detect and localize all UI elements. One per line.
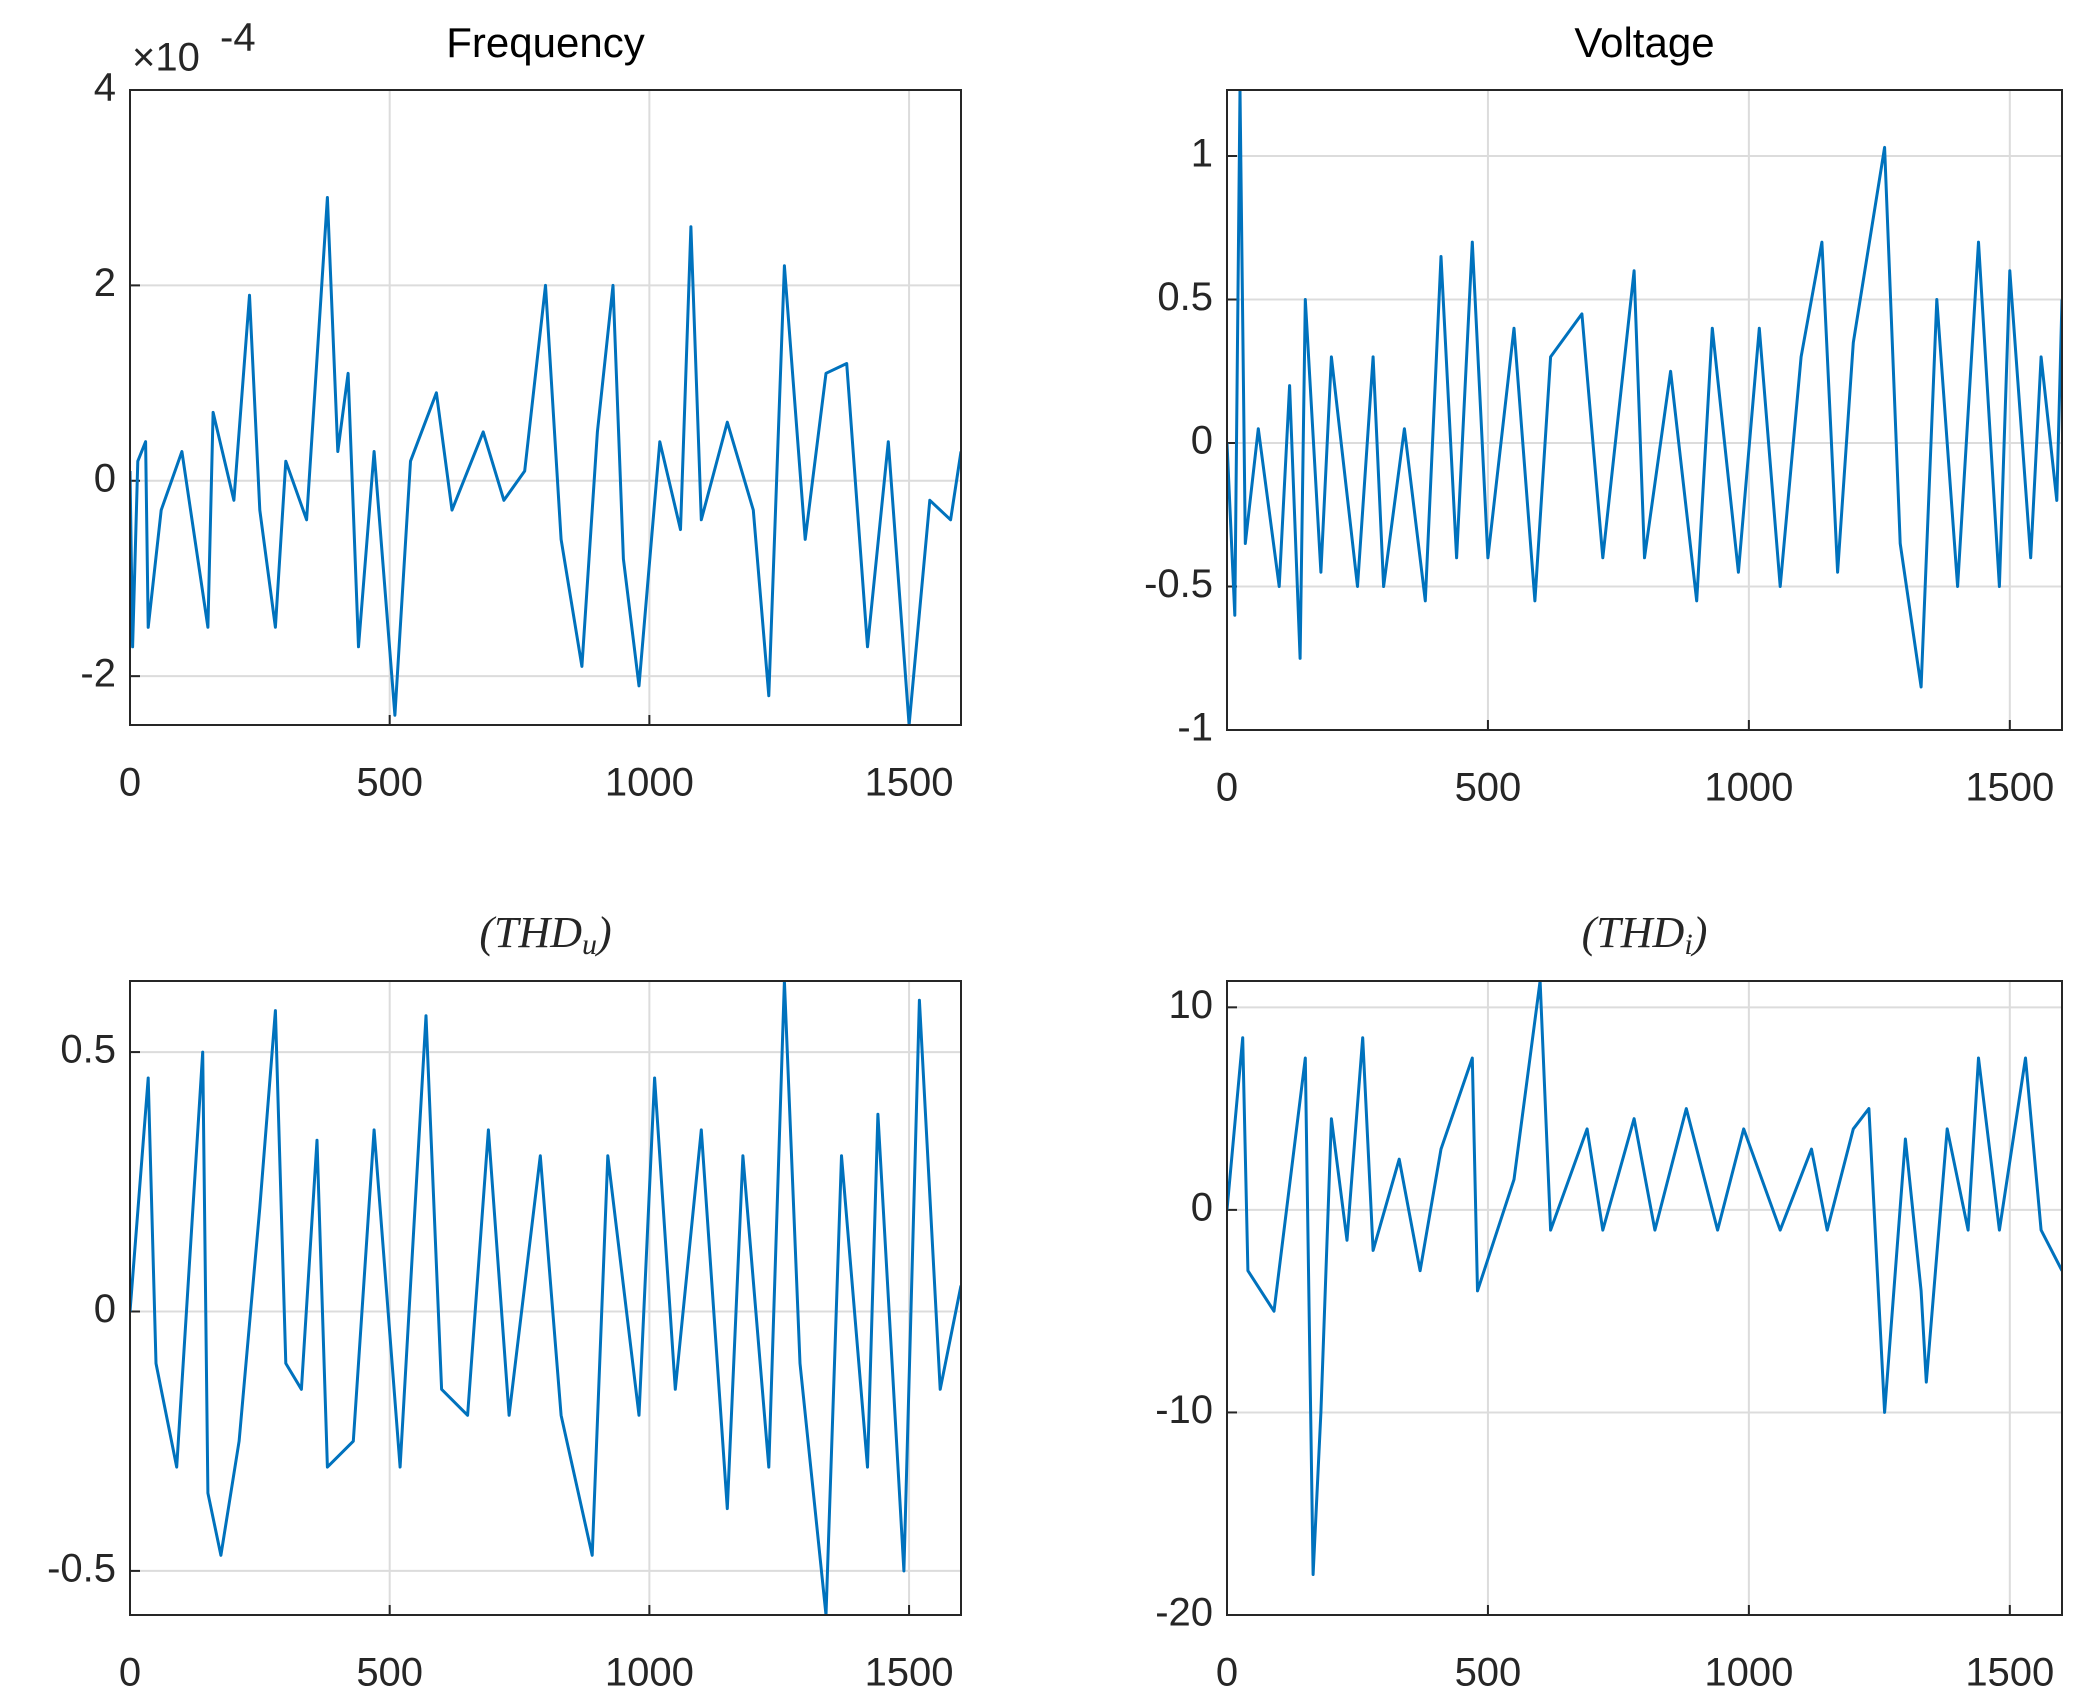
subplot-title: Frequency xyxy=(446,19,644,66)
y-tick-label: 0.5 xyxy=(60,1028,116,1072)
y-tick-label: 0 xyxy=(1191,1185,1213,1229)
subplot: 0 500 1000 1500 -20 -10 0 10 (THDi) xyxy=(1155,908,2063,1695)
x-tick-label: 500 xyxy=(1455,1651,1522,1695)
plot-frame xyxy=(1226,980,2063,1616)
y-tick-label: 1 xyxy=(1191,132,1213,176)
title-main: (THD xyxy=(1582,908,1685,957)
y-tick-label: 0 xyxy=(1191,419,1213,463)
y-tick-label: -0.5 xyxy=(1144,562,1213,606)
plot-area xyxy=(1227,981,2062,1615)
x-tick-label: 500 xyxy=(356,1651,423,1695)
plot-frame xyxy=(129,89,962,726)
y-tick-label: 0 xyxy=(94,1287,116,1331)
x-tick-label: 1000 xyxy=(1704,766,1793,810)
plot-frame xyxy=(129,980,962,1616)
title-suffix: ) xyxy=(1690,908,1708,957)
x-tick-label: 1500 xyxy=(1965,1651,2054,1695)
y-tick-label: -10 xyxy=(1155,1388,1213,1432)
y-tick-label: 4 xyxy=(94,66,116,110)
x-tick-label: 1500 xyxy=(1965,766,2054,810)
series-line xyxy=(130,196,961,725)
subplot-title: (THDi) xyxy=(1582,908,1708,961)
series-line xyxy=(1227,981,2062,1576)
series-line xyxy=(1227,90,2062,689)
series-line xyxy=(130,981,961,1615)
y-tick-label: 2 xyxy=(94,261,116,305)
plot-area xyxy=(1227,90,2062,730)
y-tick-label: -1 xyxy=(1177,706,1213,750)
x-tick-label: 0 xyxy=(1216,1651,1238,1695)
subplot: 0 500 1000 1500 -0.5 0 0.5 (THDu) xyxy=(47,908,962,1695)
y-scale-label: ×10 xyxy=(132,36,200,80)
y-tick-label: -0.5 xyxy=(47,1546,116,1590)
x-tick-label: 0 xyxy=(119,761,141,805)
x-tick-label: 1000 xyxy=(1704,1651,1793,1695)
subplot-title: Voltage xyxy=(1574,19,1714,66)
title-subscript: i xyxy=(1684,928,1692,961)
subplot: 0 500 1000 1500 -1 -0.5 0 0.5 1 Voltage xyxy=(1144,19,2063,810)
y-tick-label: -2 xyxy=(80,652,116,696)
subplot: 0 500 1000 1500 -2 0 2 4 Frequency ×10 -4 xyxy=(80,16,962,805)
x-tick-label: 1500 xyxy=(865,1651,954,1695)
y-tick-label: 0 xyxy=(94,456,116,500)
y-tick-label: -20 xyxy=(1155,1591,1213,1635)
x-tick-label: 0 xyxy=(1216,766,1238,810)
subplot-title: (THDu) xyxy=(479,908,611,961)
x-tick-label: 500 xyxy=(1455,766,1522,810)
title-suffix: ) xyxy=(594,908,612,957)
plot-frame xyxy=(1226,89,2063,731)
y-tick-label: 0.5 xyxy=(1157,275,1213,319)
x-tick-label: 1000 xyxy=(605,1651,694,1695)
title-subscript: u xyxy=(582,928,597,961)
x-tick-label: 1500 xyxy=(865,761,954,805)
x-tick-label: 0 xyxy=(119,1651,141,1695)
x-tick-label: 500 xyxy=(356,761,423,805)
y-tick-label: 10 xyxy=(1169,983,1214,1027)
title-main: (THD xyxy=(479,908,582,957)
y-scale-exponent: -4 xyxy=(220,16,256,60)
x-tick-label: 1000 xyxy=(605,761,694,805)
